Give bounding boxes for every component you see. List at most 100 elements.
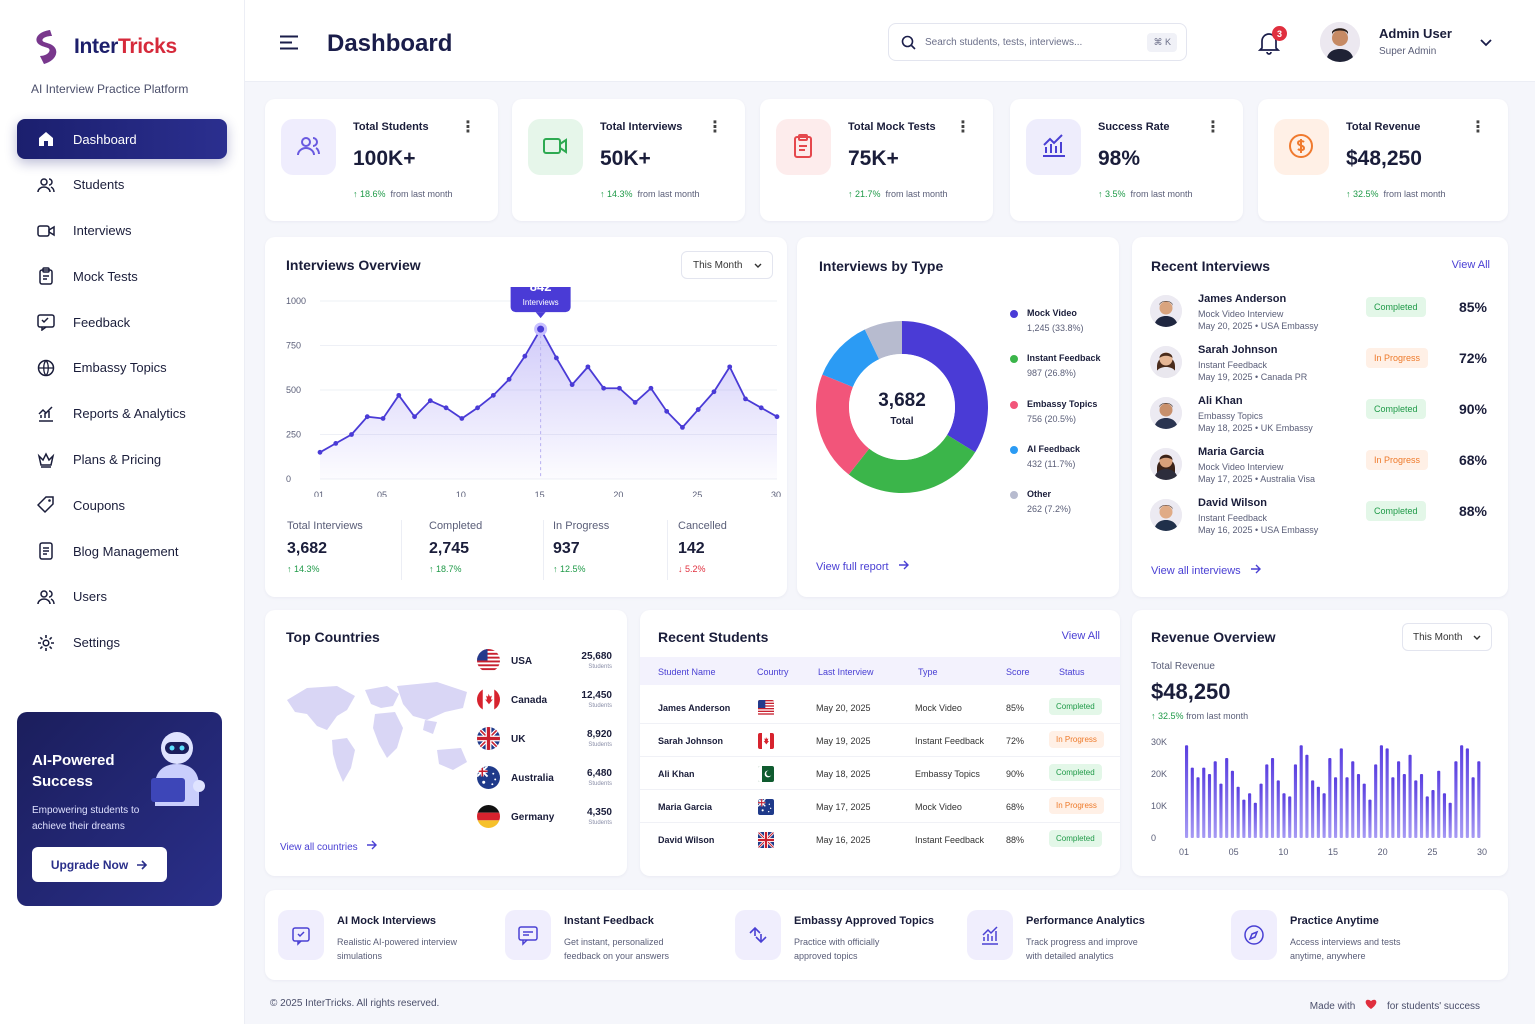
sidebar-item-interviews[interactable]: Interviews: [17, 211, 227, 251]
sidebar-item-reports-analytics[interactable]: Reports & Analytics: [17, 394, 227, 434]
revenue-bar[interactable]: [1328, 758, 1332, 838]
revenue-bar[interactable]: [1391, 777, 1395, 838]
sidebar-item-mock-tests[interactable]: Mock Tests: [17, 256, 227, 296]
data-point[interactable]: [695, 407, 701, 412]
revenue-bar[interactable]: [1402, 774, 1406, 838]
data-point[interactable]: [427, 398, 433, 404]
data-point[interactable]: [727, 364, 733, 370]
data-point[interactable]: [506, 376, 512, 382]
revenue-bar[interactable]: [1465, 748, 1469, 838]
column-header[interactable]: Score: [1006, 667, 1030, 677]
data-point[interactable]: [412, 414, 417, 420]
data-point[interactable]: [380, 416, 386, 421]
revenue-bar[interactable]: [1305, 754, 1309, 838]
revenue-bar[interactable]: [1219, 783, 1223, 838]
column-header[interactable]: Type: [918, 667, 938, 677]
search-input[interactable]: Search students, tests, interviews... ⌘ …: [888, 23, 1187, 61]
data-point[interactable]: [333, 441, 339, 446]
revenue-bar[interactable]: [1442, 793, 1447, 838]
donut-slice-ai-feedback[interactable]: [822, 329, 880, 388]
data-point[interactable]: [569, 382, 575, 388]
more-options-icon[interactable]: ⋮: [707, 119, 723, 136]
sidebar-item-feedback[interactable]: Feedback: [17, 302, 227, 342]
revenue-bar[interactable]: [1190, 767, 1194, 838]
sidebar-item-plans-pricing[interactable]: Plans & Pricing: [17, 440, 227, 480]
more-options-icon[interactable]: ⋮: [955, 119, 971, 136]
data-point[interactable]: [553, 355, 559, 361]
country-row-australia[interactable]: Australia 6,480 Students: [477, 766, 612, 794]
country-row-canada[interactable]: Canada 12,450 Students: [477, 688, 612, 716]
revenue-bar[interactable]: [1477, 761, 1481, 838]
revenue-bar[interactable]: [1288, 796, 1292, 838]
chevron-down-icon[interactable]: [1480, 39, 1492, 47]
data-point[interactable]: [632, 400, 638, 405]
revenue-bar[interactable]: [1345, 777, 1349, 838]
revenue-bar[interactable]: [1282, 793, 1286, 838]
data-point[interactable]: [585, 364, 591, 370]
view-all-interviews-link[interactable]: View all interviews: [1151, 564, 1262, 577]
column-header[interactable]: Country: [757, 667, 789, 677]
revenue-bar[interactable]: [1362, 783, 1366, 838]
revenue-bar[interactable]: [1454, 761, 1458, 838]
sidebar-item-blog-management[interactable]: Blog Management: [17, 531, 227, 571]
revenue-bar[interactable]: [1276, 780, 1280, 838]
data-point[interactable]: [758, 405, 764, 411]
revenue-bar[interactable]: [1213, 761, 1217, 838]
data-point[interactable]: [617, 385, 622, 391]
revenue-bar[interactable]: [1419, 774, 1424, 838]
revenue-bar[interactable]: [1339, 748, 1343, 838]
data-point[interactable]: [443, 405, 449, 411]
revenue-bar[interactable]: [1202, 767, 1206, 838]
brand-logo[interactable]: InterTricks: [30, 28, 177, 66]
data-point[interactable]: [459, 416, 465, 421]
revenue-bar[interactable]: [1259, 783, 1263, 838]
more-options-icon[interactable]: ⋮: [460, 119, 476, 136]
revenue-bar[interactable]: [1230, 770, 1234, 838]
revenue-bar[interactable]: [1311, 780, 1315, 838]
revenue-bar[interactable]: [1425, 796, 1429, 838]
data-point[interactable]: [490, 392, 496, 398]
interview-row[interactable]: James Anderson Mock Video Interview May 20…: [1150, 291, 1495, 337]
revenue-bar[interactable]: [1334, 777, 1338, 838]
revenue-bar[interactable]: [1322, 793, 1326, 838]
interview-row[interactable]: Ali Khan Embassy Topics May 18, 2025 • UK …: [1150, 393, 1495, 439]
revenue-bar[interactable]: [1316, 786, 1320, 838]
donut-slice-other[interactable]: [864, 321, 902, 360]
donut-slice-mock-video[interactable]: [902, 321, 988, 453]
column-header[interactable]: Last Interview: [818, 667, 874, 677]
sidebar-item-embassy-topics[interactable]: Embassy Topics: [17, 348, 227, 388]
data-point[interactable]: [664, 408, 670, 414]
data-point[interactable]: [349, 432, 354, 437]
revenue-bar[interactable]: [1431, 790, 1435, 838]
sidebar-item-students[interactable]: Students: [17, 165, 227, 205]
revenue-bar[interactable]: [1351, 761, 1355, 838]
hamburger-menu-icon[interactable]: [280, 35, 298, 50]
revenue-bar[interactable]: [1408, 754, 1412, 838]
table-row[interactable]: [640, 760, 1120, 790]
revenue-bar[interactable]: [1460, 745, 1464, 838]
recent-students-view-all[interactable]: View All: [1061, 630, 1100, 642]
revenue-bar[interactable]: [1471, 777, 1475, 838]
data-point[interactable]: [601, 385, 607, 391]
revenue-bar[interactable]: [1242, 799, 1246, 838]
revenue-bar[interactable]: [1299, 745, 1303, 838]
country-row-usa[interactable]: USA 25,680 Students: [477, 649, 612, 677]
table-row[interactable]: [640, 727, 1120, 757]
data-point[interactable]: [648, 385, 654, 391]
revenue-bar[interactable]: [1270, 758, 1275, 838]
data-point[interactable]: [774, 414, 780, 420]
revenue-bar[interactable]: [1437, 770, 1441, 838]
revenue-bar[interactable]: [1248, 793, 1252, 838]
data-point[interactable]: [680, 424, 685, 430]
revenue-bar[interactable]: [1374, 764, 1378, 838]
sidebar-item-settings[interactable]: Settings: [17, 623, 227, 663]
interview-row[interactable]: Sarah Johnson Instant Feedback May 19, 202…: [1150, 342, 1495, 388]
country-row-germany[interactable]: Germany 4,350 Students: [477, 805, 612, 833]
view-full-report-link[interactable]: View full report: [816, 560, 910, 573]
more-options-icon[interactable]: ⋮: [1205, 119, 1221, 136]
data-point[interactable]: [475, 405, 480, 411]
sidebar-item-dashboard[interactable]: Dashboard: [17, 119, 227, 159]
data-point[interactable]: [534, 322, 548, 336]
data-point[interactable]: [743, 396, 748, 402]
view-all-countries-link[interactable]: View all countries: [280, 840, 378, 853]
